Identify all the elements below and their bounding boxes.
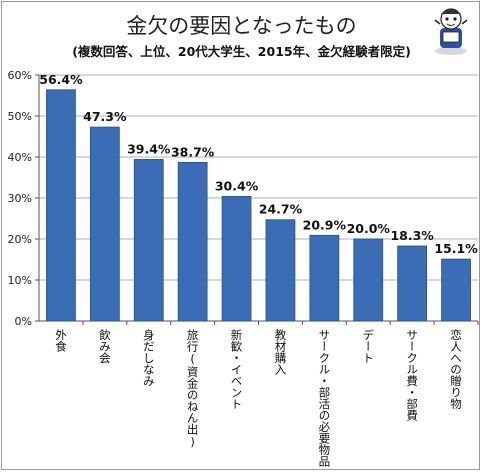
- mascot-illustration: [434, 8, 468, 55]
- bar: [221, 195, 252, 322]
- data-label: 39.4%: [127, 141, 171, 156]
- data-label: 38.7%: [171, 144, 215, 159]
- bar: [309, 234, 340, 322]
- data-label: 30.4%: [215, 178, 259, 193]
- x-tick-label: 身だしなみ: [142, 328, 156, 386]
- y-tick-label: 40%: [8, 151, 32, 164]
- data-label: 20.9%: [303, 217, 347, 232]
- data-label: 15.1%: [434, 241, 478, 256]
- data-label: 56.4%: [39, 72, 83, 87]
- y-tick-label: 0%: [15, 315, 32, 328]
- x-tick-label: サークル費・部費: [405, 329, 419, 421]
- x-tick-label: 飲み会: [98, 328, 112, 364]
- y-tick-label: 50%: [8, 110, 32, 123]
- x-tick-label: 恋人への贈り物: [449, 328, 463, 409]
- data-label: 20.0%: [347, 221, 391, 236]
- y-tick-label: 30%: [8, 192, 32, 205]
- y-tick-label: 20%: [8, 233, 32, 246]
- bar: [46, 89, 76, 322]
- x-tick-label: 教材購入: [273, 328, 287, 375]
- bar: [441, 258, 471, 322]
- x-tick-label: デート: [361, 328, 375, 363]
- x-tick-label: サークル・部活の必要物品: [317, 329, 331, 467]
- bar: [265, 219, 296, 322]
- bar: [133, 159, 164, 322]
- y-tick-label: 60%: [8, 69, 32, 82]
- bar: [353, 238, 384, 322]
- chart-subtitle: (複数回答、上位、20代大学生、2015年、金欠経験者限定): [72, 44, 411, 59]
- x-tick-label: 新歓・イベント: [230, 328, 244, 409]
- data-label: 24.7%: [259, 202, 303, 217]
- chart-title: 金欠の要因となったもの: [126, 14, 357, 38]
- bar: [397, 245, 428, 322]
- x-tick-label: 旅行(資金のねん出): [186, 328, 200, 449]
- y-tick-label: 10%: [8, 274, 32, 287]
- data-label: 18.3%: [390, 228, 434, 243]
- bar: [177, 161, 208, 322]
- data-label: 47.3%: [83, 109, 127, 124]
- bar: [89, 126, 120, 322]
- x-tick-label: 外食: [54, 329, 68, 353]
